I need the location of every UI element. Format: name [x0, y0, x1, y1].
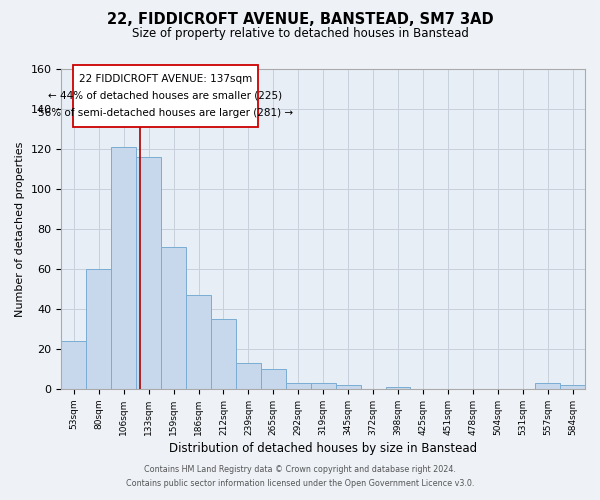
Bar	[86, 269, 111, 389]
Bar	[211, 319, 236, 389]
Bar	[261, 369, 286, 389]
Bar	[286, 383, 311, 389]
Bar	[236, 363, 261, 389]
Bar	[136, 157, 161, 389]
Bar	[311, 383, 335, 389]
Text: 22, FIDDICROFT AVENUE, BANSTEAD, SM7 3AD: 22, FIDDICROFT AVENUE, BANSTEAD, SM7 3AD	[107, 12, 493, 28]
Text: Size of property relative to detached houses in Banstead: Size of property relative to detached ho…	[131, 28, 469, 40]
Text: 56% of semi-detached houses are larger (281) →: 56% of semi-detached houses are larger (…	[38, 108, 293, 118]
Bar	[186, 295, 211, 389]
Y-axis label: Number of detached properties: Number of detached properties	[15, 142, 25, 316]
Bar	[535, 383, 560, 389]
FancyBboxPatch shape	[73, 65, 259, 127]
Bar	[386, 387, 410, 389]
Bar	[560, 385, 585, 389]
X-axis label: Distribution of detached houses by size in Banstead: Distribution of detached houses by size …	[169, 442, 477, 455]
Text: ← 44% of detached houses are smaller (225): ← 44% of detached houses are smaller (22…	[49, 91, 283, 101]
Text: 22 FIDDICROFT AVENUE: 137sqm: 22 FIDDICROFT AVENUE: 137sqm	[79, 74, 252, 84]
Bar	[161, 247, 186, 389]
Text: Contains HM Land Registry data © Crown copyright and database right 2024.
Contai: Contains HM Land Registry data © Crown c…	[126, 466, 474, 487]
Bar	[61, 341, 86, 389]
Bar	[335, 385, 361, 389]
Bar	[111, 147, 136, 389]
